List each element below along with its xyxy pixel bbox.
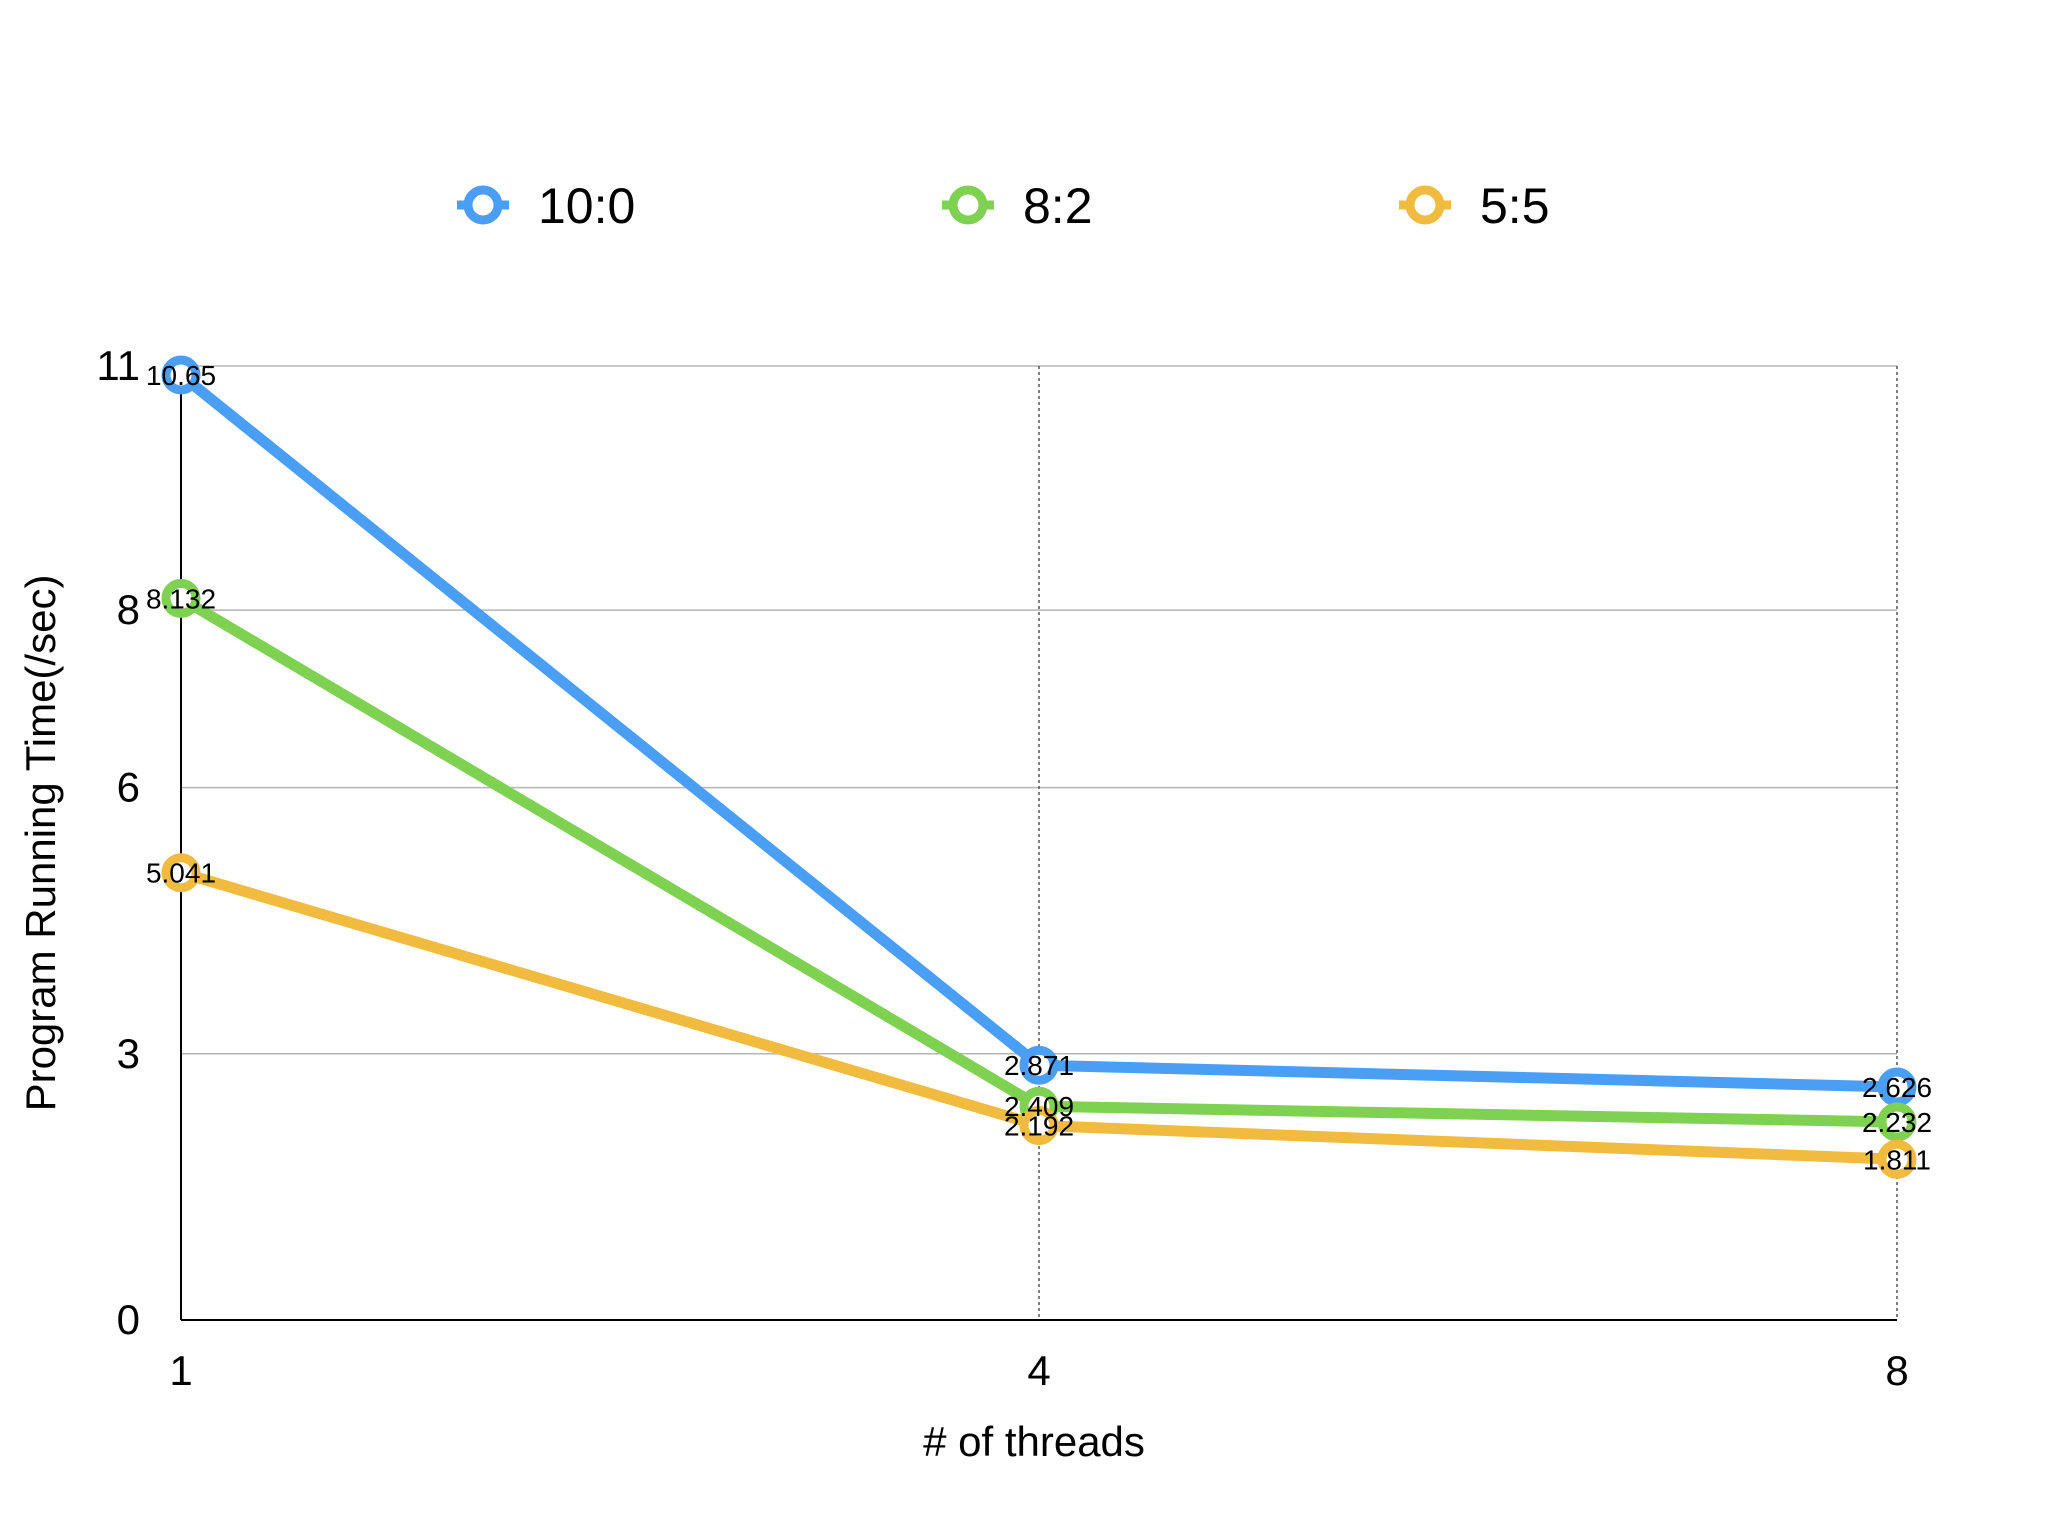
data-label: 5.041: [146, 858, 216, 889]
legend-label: 8:2: [1023, 178, 1093, 234]
data-label: 2.192: [1004, 1110, 1074, 1141]
data-point: [1877, 1067, 1917, 1107]
series-layer: [161, 355, 1917, 1179]
data-label: 2.232: [1862, 1107, 1932, 1138]
y-axis-title: Program Running Time(/sec): [17, 575, 64, 1112]
data-point: [161, 853, 201, 893]
data-point: [1877, 1102, 1917, 1142]
legend-marker: [1405, 185, 1445, 225]
grid: [181, 365, 1898, 1320]
y-tick-label: 6: [117, 764, 140, 811]
data-label: 2.409: [1004, 1091, 1074, 1122]
data-label: 2.871: [1004, 1050, 1074, 1081]
data-point: [161, 578, 201, 618]
x-axis-title: # of threads: [923, 1418, 1145, 1465]
legend-marker: [463, 185, 503, 225]
data-point: [1019, 1105, 1059, 1145]
data-label: 1.811: [1863, 1144, 1931, 1175]
data-labels: 10.65 2.871 2.626 8.132 2.409 2.232 5.041 2.192…: [146, 360, 1932, 1175]
data-label: 8.132: [146, 583, 216, 614]
x-tick-label: 8: [1885, 1347, 1908, 1394]
data-label: 10.65: [146, 360, 216, 391]
x-tick-label: 1: [169, 1347, 192, 1394]
data-label: 2.626: [1862, 1072, 1932, 1103]
data-point: [161, 355, 201, 395]
y-tick-label: 3: [117, 1030, 140, 1077]
data-point: [1877, 1139, 1917, 1179]
y-tick-label: 0: [117, 1296, 140, 1343]
data-point: [1019, 1045, 1059, 1085]
legend-label: 10:0: [538, 178, 635, 234]
x-tick-label: 4: [1027, 1347, 1050, 1394]
legend: 10:0 8:2 5:5: [457, 178, 1550, 234]
y-tick-label: 8: [117, 586, 140, 633]
legend-marker: [948, 185, 988, 225]
y-tick-label: 11: [96, 342, 140, 389]
legend-label: 5:5: [1480, 178, 1550, 234]
